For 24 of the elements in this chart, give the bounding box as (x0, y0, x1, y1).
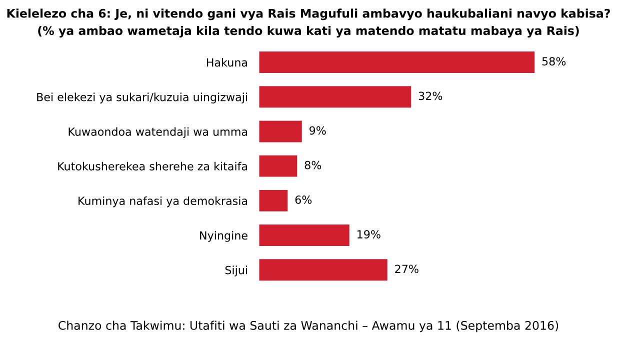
y-tick-label: Nyingine (200, 231, 248, 242)
chart-title: Kielelezo cha 6: Je, ni vitendo gani vya Rais Magufuli ambavyo haukubaliani navyo kabisa? (7, 8, 610, 20)
data-label: 6% (295, 196, 312, 204)
data-label: 58% (542, 57, 566, 66)
bar (259, 259, 388, 281)
bar (259, 190, 288, 212)
bar (259, 155, 298, 177)
text: Chanzo cha Takwimu: Utafiti wa Sauti za Wananchi – Awamu ya 11 (Septemba 2016) (58, 320, 558, 332)
y-tick-label: Hakuna (206, 58, 248, 67)
data-label: 27% (395, 264, 418, 274)
chart-subtitle: (% ya ambao wametaja kila tendo kuwa kati ya matendo matatu mabaya ya Rais) (38, 26, 579, 38)
data-label: 9% (310, 126, 326, 135)
data-label: 19% (358, 230, 380, 239)
y-tick-label: Kuminya nafasi ya demokrasia (78, 196, 248, 208)
bar (259, 224, 350, 246)
y-tick-label: Kutokusherekea sherehe za kitaifa (58, 162, 248, 170)
y-tick-label: Sijui (225, 266, 247, 276)
y-tick-label: Kuwaondoa watendaji wa umma (68, 127, 248, 138)
data-label: 8% (304, 160, 322, 170)
bar (259, 52, 535, 74)
y-tick-label: Bei elekezi ya sukari/kuzuia uingizwaji (37, 92, 247, 104)
data-label: 32% (418, 92, 442, 100)
bar (259, 120, 302, 142)
bar (259, 86, 412, 108)
